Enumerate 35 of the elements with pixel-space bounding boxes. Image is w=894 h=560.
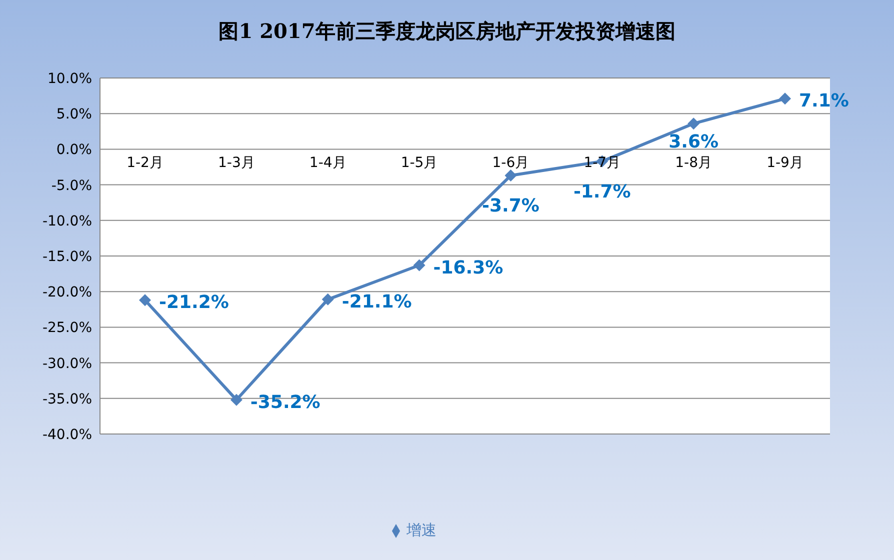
data-label: -3.7% (482, 196, 540, 217)
point (230, 394, 242, 406)
y-tick-label: -40.0% (42, 426, 92, 443)
y-tick-label: -20.0% (42, 284, 92, 301)
x-tick-label: 1-6月 (492, 155, 530, 171)
x-tick-label: 1-5月 (400, 155, 438, 171)
x-tick-label: 1-4月 (309, 155, 346, 171)
point (504, 170, 517, 182)
point (413, 259, 426, 272)
data-label: -21.2% (159, 292, 229, 314)
data-label: -1.7% (573, 181, 631, 202)
x-tick-label: 1-8月 (675, 155, 712, 171)
x-tick-label: 1-9月 (766, 155, 804, 171)
data-label: 3.6% (668, 132, 719, 153)
y-tick-label: 10.0% (48, 70, 92, 87)
data-label: 7.1% (799, 90, 849, 112)
legend-label: 增速 (406, 521, 436, 539)
chart-title: 图1 2017年前三季度龙岗区房地产开发投资增速图 (218, 18, 676, 45)
point (322, 293, 334, 306)
x-tick-label: 1-2月 (126, 155, 164, 171)
y-tick-label: -25.0% (42, 320, 92, 336)
data-label: -35.2% (250, 392, 320, 413)
point (779, 92, 791, 105)
y-tick-label: -10.0% (42, 213, 92, 230)
y-tick-label: -30.0% (42, 356, 92, 372)
y-tick-label: -5.0% (51, 178, 92, 194)
x-tick-label: 1-3月 (218, 155, 255, 171)
point (688, 118, 700, 130)
y-tick-label: -35.0% (42, 391, 92, 408)
y-tick-label: -15.0% (42, 248, 92, 265)
data-label: -16.3% (433, 257, 504, 278)
y-tick-label: 5.0% (56, 106, 92, 123)
point (139, 294, 151, 306)
y-tick-label: 0.0% (56, 142, 92, 158)
data-label: -21.1% (342, 291, 412, 312)
